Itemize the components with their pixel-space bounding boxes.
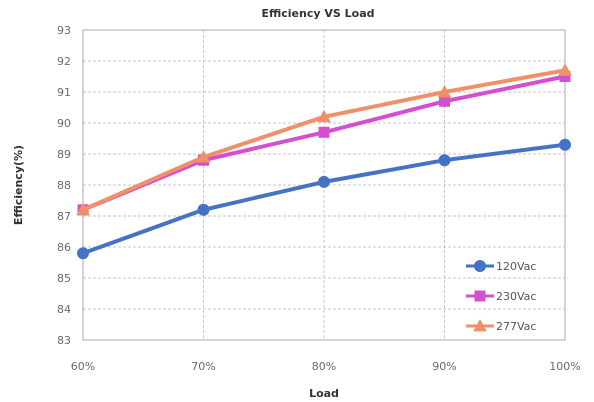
x-tick-label: 90% [432,360,456,373]
y-tick-label: 88 [57,179,71,192]
data-point [197,203,210,216]
y-tick-label: 90 [57,117,71,130]
y-tick-label: 86 [57,241,71,254]
data-point [439,95,450,107]
legend-marker [474,260,486,272]
y-tick-labels: 83 84 85 86 87 88 89 90 91 92 93 [57,24,71,347]
y-axis-title: Efficiency(%) [12,145,25,225]
legend-marker [473,318,487,332]
x-axis-title: Load [309,387,339,400]
series-277Vac [76,63,572,216]
legend-label: 230Vac [496,290,536,303]
legend-item: 120Vac [466,260,536,273]
data-point [318,126,330,138]
data-point [437,84,452,98]
legend-label: 120Vac [496,260,536,273]
legend-item: 230Vac [466,290,536,303]
plot-area [82,29,566,341]
legend-marker [474,290,486,302]
x-tick-labels: 60% 70% 80% 90% 100% [71,360,581,373]
series-120Vac [77,138,571,260]
y-tick-label: 89 [57,148,71,161]
x-tick-label: 70% [191,360,215,373]
data-point [559,138,571,151]
y-tick-label: 93 [57,24,71,37]
data-point [77,247,89,260]
y-tick-label: 83 [57,334,71,347]
data-point [317,109,331,123]
data-point [318,175,330,188]
x-tick-label: 80% [312,360,336,373]
chart-title: Efficiency VS Load [261,7,374,20]
x-tick-label: 100% [549,360,580,373]
x-tick-label: 60% [71,360,95,373]
y-tick-label: 84 [57,303,71,316]
y-tick-label: 85 [57,272,71,285]
data-point [76,202,90,216]
legend: 120Vac 230Vac 277Vac [466,260,536,333]
data-point [196,150,211,163]
y-tick-label: 92 [57,55,71,68]
legend-item: 277Vac [466,318,536,333]
data-point [558,63,572,76]
y-tick-label: 91 [57,86,71,99]
series-group [76,63,572,260]
legend-label: 277Vac [496,320,536,333]
data-point [438,154,451,167]
y-tick-label: 87 [57,210,71,223]
